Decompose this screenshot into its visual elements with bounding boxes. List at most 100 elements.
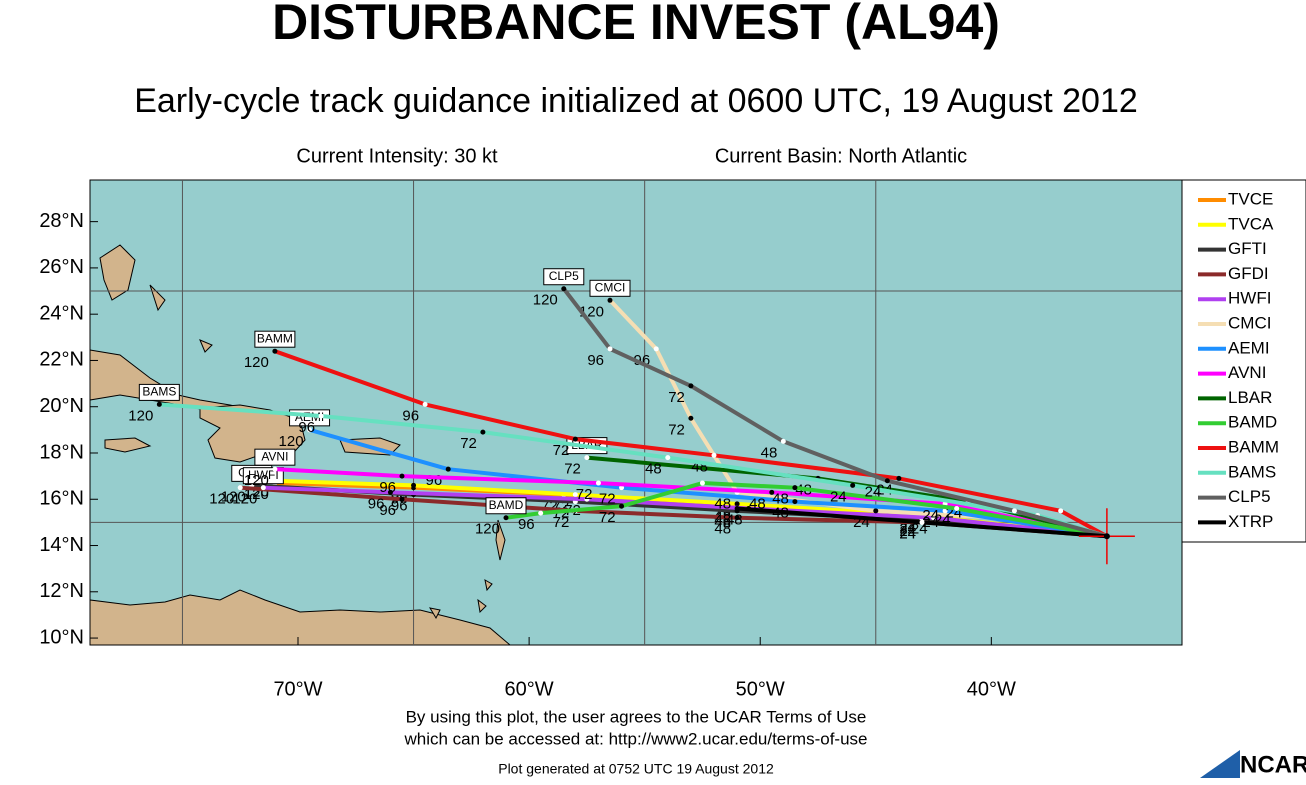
tracks: 244872961202448729612024487296120GFTI244… bbox=[128, 268, 1135, 565]
hour-label: 48 bbox=[772, 491, 789, 508]
track-point bbox=[422, 401, 428, 407]
hour-label: 72 bbox=[599, 509, 616, 526]
track-name-box bbox=[589, 279, 631, 297]
lat-tick-label: 24°N bbox=[39, 302, 84, 324]
track-name-label: AVNI bbox=[261, 449, 288, 463]
track-point bbox=[411, 482, 417, 488]
track-point bbox=[1011, 508, 1017, 514]
logo-text: NCAR bbox=[1240, 751, 1306, 778]
track-name-box bbox=[254, 448, 296, 466]
track-point bbox=[387, 489, 393, 495]
track-point bbox=[480, 429, 486, 435]
track-name-label: CMCI bbox=[595, 280, 626, 294]
hour-label: 120 bbox=[128, 407, 153, 424]
bahamas bbox=[99, 244, 213, 353]
track-point bbox=[260, 485, 266, 491]
hour-label: 72 bbox=[564, 461, 581, 478]
basin: Current Basin: North Atlantic bbox=[715, 145, 967, 167]
legend-label: HWFI bbox=[1228, 289, 1271, 308]
hour-label: 48 bbox=[761, 444, 778, 461]
legend bbox=[1181, 179, 1306, 543]
hour-label: 120 bbox=[279, 433, 304, 450]
track-point bbox=[503, 515, 509, 521]
lat-tick-label: 10°N bbox=[39, 626, 84, 648]
track-point bbox=[699, 480, 705, 486]
track-name-label: BAMM bbox=[257, 331, 293, 345]
track-line bbox=[263, 485, 1108, 539]
hour-label: 72 bbox=[553, 442, 570, 459]
jamaica bbox=[104, 437, 152, 453]
track-point bbox=[572, 436, 578, 442]
hour-label: 24 bbox=[899, 521, 916, 538]
track-point bbox=[584, 455, 590, 461]
legend-label: XTRP bbox=[1228, 512, 1273, 531]
track-point bbox=[607, 297, 613, 303]
track-point bbox=[688, 415, 694, 421]
track-point bbox=[734, 501, 740, 507]
hour-label: 48 bbox=[714, 495, 731, 512]
legend-label: TVCA bbox=[1228, 214, 1274, 233]
track-point bbox=[237, 485, 243, 491]
hour-label: 120 bbox=[221, 488, 246, 505]
hour-label: 96 bbox=[391, 498, 408, 515]
track-point bbox=[873, 508, 879, 514]
hour-label: 24 bbox=[899, 523, 916, 540]
terms-line-1: By using this plot, the user agrees to t… bbox=[406, 707, 867, 726]
hour-label: 72 bbox=[599, 491, 616, 508]
legend-label: LBAR bbox=[1228, 388, 1272, 407]
legend-label: BAMS bbox=[1228, 462, 1276, 481]
track-name-label: BAMD bbox=[489, 498, 524, 512]
lesser-antilles bbox=[428, 519, 506, 620]
track-name-label: BAMS bbox=[142, 385, 176, 399]
lat-tick-label: 20°N bbox=[39, 395, 84, 417]
track-point bbox=[734, 515, 740, 521]
lat-tick-label: 14°N bbox=[39, 534, 84, 556]
hour-label: 96 bbox=[402, 407, 419, 424]
lat-tick-label: 26°N bbox=[39, 256, 84, 278]
track-point bbox=[272, 466, 278, 472]
legend-label: BAMD bbox=[1228, 413, 1277, 432]
hour-label: 24 bbox=[865, 484, 882, 501]
track-point bbox=[896, 475, 902, 481]
track-point bbox=[595, 480, 601, 486]
logo-mark bbox=[1200, 750, 1240, 778]
legend-label: CMCI bbox=[1228, 313, 1271, 332]
lat-tick-label: 16°N bbox=[39, 488, 84, 510]
track-name-box bbox=[254, 330, 296, 348]
hour-label: 24 bbox=[911, 521, 928, 538]
lat-tick-label: 28°N bbox=[39, 210, 84, 232]
track-point bbox=[919, 519, 925, 525]
lon-tick-label: 60°W bbox=[505, 678, 554, 700]
track-point bbox=[156, 401, 162, 407]
legend-label: GFTI bbox=[1228, 239, 1267, 258]
track-point bbox=[769, 489, 775, 495]
track-point bbox=[954, 506, 960, 512]
land bbox=[89, 244, 512, 646]
track-point bbox=[399, 496, 405, 502]
hour-label: 96 bbox=[379, 502, 396, 519]
track-point bbox=[665, 455, 671, 461]
track-point bbox=[584, 496, 590, 502]
hour-label: 48 bbox=[714, 511, 731, 528]
generated-note: Plot generated at 0752 UTC 19 August 201… bbox=[498, 761, 774, 777]
hour-label: 120 bbox=[232, 491, 257, 508]
hour-label: 24 bbox=[899, 525, 916, 542]
track-point bbox=[399, 473, 405, 479]
hour-label: 120 bbox=[244, 472, 269, 489]
hour-label: 96 bbox=[518, 516, 535, 533]
hour-label: 72 bbox=[668, 421, 685, 438]
lon-tick-label: 70°W bbox=[273, 678, 322, 700]
track-name-box bbox=[242, 467, 284, 485]
track-point bbox=[711, 452, 717, 458]
intensity: Current Intensity: 30 kt bbox=[296, 145, 498, 167]
legend-label: AEMI bbox=[1228, 338, 1270, 357]
track-point bbox=[1058, 508, 1064, 514]
track-point bbox=[318, 413, 324, 419]
hour-label: 120 bbox=[244, 354, 269, 371]
track-point bbox=[653, 346, 659, 352]
hour-label: 96 bbox=[426, 472, 443, 489]
hour-label: 24 bbox=[830, 488, 847, 505]
hour-label: 120 bbox=[475, 521, 500, 538]
